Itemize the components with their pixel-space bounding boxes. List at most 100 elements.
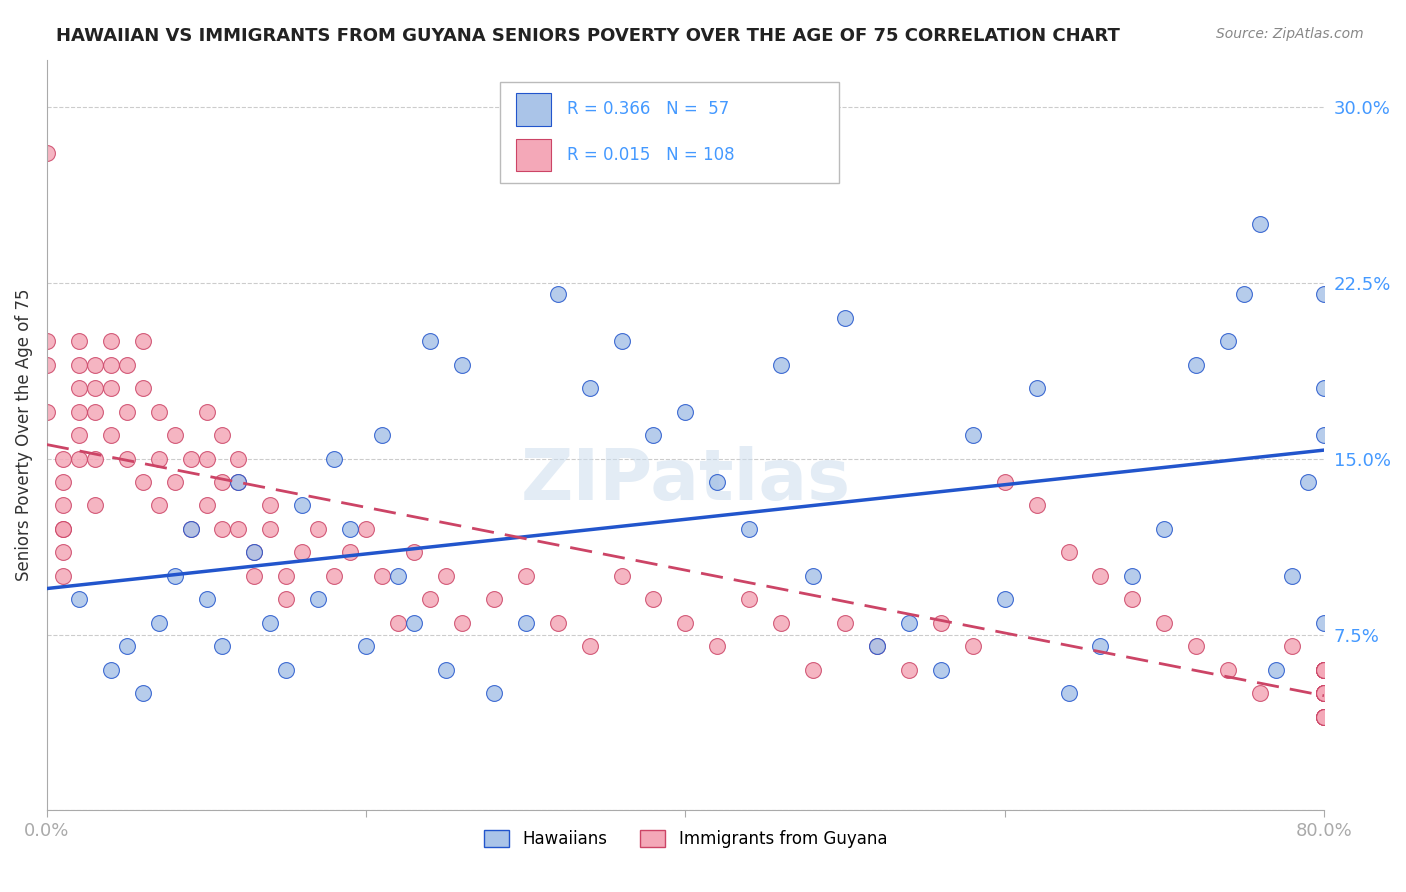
Point bbox=[1185, 639, 1208, 653]
Point bbox=[770, 358, 793, 372]
Point bbox=[1265, 663, 1288, 677]
Point bbox=[1313, 686, 1336, 700]
Point bbox=[1090, 639, 1112, 653]
Point bbox=[354, 639, 377, 653]
Text: Source: ZipAtlas.com: Source: ZipAtlas.com bbox=[1216, 27, 1364, 41]
Point bbox=[291, 545, 314, 559]
Point bbox=[1296, 475, 1319, 489]
Point bbox=[180, 522, 202, 536]
Point bbox=[100, 334, 122, 348]
Point bbox=[1313, 663, 1336, 677]
Point bbox=[52, 499, 75, 513]
Point bbox=[673, 615, 696, 630]
Point bbox=[897, 615, 920, 630]
Point bbox=[387, 569, 409, 583]
Point bbox=[67, 358, 90, 372]
Point bbox=[35, 404, 58, 418]
Point bbox=[962, 428, 984, 442]
Point bbox=[515, 615, 537, 630]
Point bbox=[1249, 217, 1271, 231]
Point bbox=[228, 451, 250, 466]
Point bbox=[276, 663, 298, 677]
Point bbox=[211, 428, 233, 442]
Point bbox=[801, 569, 824, 583]
Point bbox=[1313, 428, 1336, 442]
Point bbox=[1313, 663, 1336, 677]
Point bbox=[307, 522, 329, 536]
Point bbox=[451, 615, 474, 630]
Point bbox=[1313, 663, 1336, 677]
Point bbox=[307, 592, 329, 607]
Point bbox=[1121, 569, 1143, 583]
Point bbox=[195, 404, 218, 418]
Point bbox=[994, 475, 1017, 489]
Point bbox=[371, 569, 394, 583]
Point bbox=[35, 358, 58, 372]
Point bbox=[402, 615, 425, 630]
Point bbox=[259, 522, 281, 536]
Point bbox=[1025, 381, 1047, 395]
Point bbox=[706, 475, 728, 489]
FancyBboxPatch shape bbox=[516, 94, 551, 126]
FancyBboxPatch shape bbox=[501, 82, 838, 184]
Point bbox=[83, 381, 105, 395]
Point bbox=[866, 639, 889, 653]
Point bbox=[148, 615, 170, 630]
FancyBboxPatch shape bbox=[516, 139, 551, 171]
Point bbox=[163, 475, 186, 489]
Point bbox=[1313, 709, 1336, 723]
Legend: Hawaiians, Immigrants from Guyana: Hawaiians, Immigrants from Guyana bbox=[477, 823, 894, 855]
Point bbox=[228, 475, 250, 489]
Point bbox=[801, 663, 824, 677]
Point bbox=[1233, 287, 1256, 301]
Point bbox=[1313, 686, 1336, 700]
Point bbox=[52, 522, 75, 536]
Point bbox=[67, 404, 90, 418]
Point bbox=[291, 499, 314, 513]
Point bbox=[100, 381, 122, 395]
Point bbox=[148, 499, 170, 513]
Point bbox=[1313, 686, 1336, 700]
Point bbox=[259, 615, 281, 630]
Point bbox=[163, 428, 186, 442]
Point bbox=[83, 358, 105, 372]
Point bbox=[100, 428, 122, 442]
Point bbox=[115, 639, 138, 653]
Point bbox=[67, 381, 90, 395]
Point bbox=[276, 592, 298, 607]
Point bbox=[52, 569, 75, 583]
Point bbox=[1313, 615, 1336, 630]
Point bbox=[131, 475, 153, 489]
Point bbox=[180, 451, 202, 466]
Point bbox=[419, 592, 441, 607]
Text: ZIPatlas: ZIPatlas bbox=[520, 446, 851, 515]
Point bbox=[1281, 639, 1303, 653]
Point bbox=[1249, 686, 1271, 700]
Point bbox=[1121, 592, 1143, 607]
Point bbox=[211, 639, 233, 653]
Point bbox=[243, 569, 266, 583]
Point bbox=[100, 358, 122, 372]
Point bbox=[643, 428, 665, 442]
Point bbox=[643, 592, 665, 607]
Point bbox=[371, 428, 394, 442]
Point bbox=[83, 499, 105, 513]
Point bbox=[83, 451, 105, 466]
Point bbox=[547, 615, 569, 630]
Point bbox=[434, 663, 457, 677]
Point bbox=[228, 522, 250, 536]
Point bbox=[1313, 381, 1336, 395]
Point bbox=[610, 569, 633, 583]
Point bbox=[1153, 522, 1175, 536]
Point bbox=[259, 499, 281, 513]
Point bbox=[929, 615, 952, 630]
Point bbox=[83, 404, 105, 418]
Point bbox=[834, 310, 856, 325]
Point bbox=[52, 475, 75, 489]
Point bbox=[35, 146, 58, 161]
Point bbox=[1216, 334, 1239, 348]
Point bbox=[67, 451, 90, 466]
Point bbox=[211, 475, 233, 489]
Point bbox=[402, 545, 425, 559]
Point bbox=[1313, 686, 1336, 700]
